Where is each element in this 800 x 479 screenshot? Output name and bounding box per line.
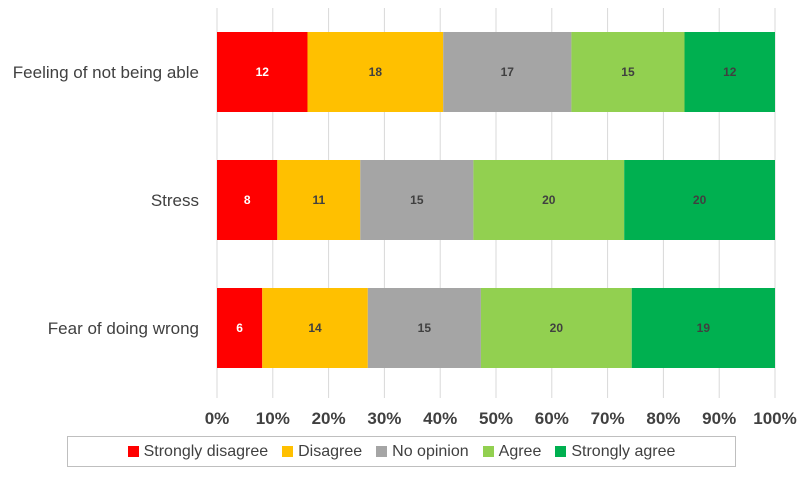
data-label: 20 <box>542 193 556 207</box>
legend-swatch <box>282 446 294 457</box>
data-label: 20 <box>693 193 707 207</box>
category-label: Fear of doing wrong <box>48 319 199 338</box>
legend-swatch <box>376 446 388 457</box>
legend-item: Strongly disagree <box>127 442 269 461</box>
data-label: 14 <box>308 321 322 335</box>
x-tick-label: 30% <box>367 409 401 428</box>
legend: Strongly disagree Disagree No opinion Agree… <box>67 436 736 467</box>
legend-item: Disagree <box>282 443 362 461</box>
bar-segment <box>217 32 308 112</box>
data-label: 18 <box>369 65 383 79</box>
x-tick-label: 60% <box>535 409 569 428</box>
data-label: 12 <box>723 65 737 79</box>
data-label: 11 <box>312 193 325 207</box>
category-label: Stress <box>151 191 199 210</box>
data-label: 17 <box>501 65 515 79</box>
legend-swatch <box>482 446 494 457</box>
bar-segment <box>631 288 775 368</box>
x-tick-label: 40% <box>423 409 457 428</box>
bar-segment <box>480 288 632 368</box>
legend-swatch <box>127 446 139 457</box>
data-label: 20 <box>550 321 564 335</box>
data-label: 15 <box>621 65 635 79</box>
x-axis-ticks: 0% 10% 20% 30% 40% 50% 60% 70% 80% 90% 100% <box>205 409 797 428</box>
x-tick-label: 10% <box>256 409 290 428</box>
bar-segment <box>367 288 481 368</box>
bar-segment <box>443 32 572 112</box>
legend-label: Disagree <box>298 442 363 460</box>
legend-label: Agree <box>498 442 542 460</box>
bars: 12 18 17 15 12 8 11 15 20 20 6 14 15 20 19 <box>217 32 775 368</box>
legend-item: Strongly agree <box>555 443 675 461</box>
bar-segment <box>217 160 278 240</box>
x-tick-label: 100% <box>753 409 796 428</box>
legend-swatch <box>555 446 567 457</box>
legend-label: No opinion <box>392 442 469 460</box>
x-tick-label: 0% <box>205 409 230 428</box>
x-tick-label: 20% <box>312 409 346 428</box>
data-label: 6 <box>236 321 243 335</box>
legend-label: Strongly agree <box>571 442 676 460</box>
bar-segment <box>473 160 625 240</box>
x-tick-label: 80% <box>646 409 680 428</box>
data-label: 8 <box>244 193 251 207</box>
bar-segment <box>360 160 474 240</box>
data-label: 19 <box>697 321 711 335</box>
bar-segment <box>262 288 368 368</box>
x-tick-label: 70% <box>591 409 625 428</box>
category-labels: Feeling of not being able Stress Fear of d… <box>13 63 199 338</box>
data-label: 15 <box>418 321 432 335</box>
bar-segment <box>624 160 775 240</box>
legend-item: Agree <box>482 442 542 461</box>
bar-segment <box>684 32 775 112</box>
x-tick-label: 50% <box>479 409 513 428</box>
bar-segment <box>277 160 361 240</box>
bar-segment <box>217 288 263 368</box>
legend-item: No opinion <box>376 443 469 461</box>
bar-segment <box>571 32 685 112</box>
legend-label: Strongly disagree <box>143 442 269 460</box>
data-label: 12 <box>256 65 270 79</box>
x-tick-label: 90% <box>702 409 736 428</box>
bar-segment <box>307 32 444 112</box>
category-label: Feeling of not being able <box>13 63 199 82</box>
data-label: 15 <box>410 193 424 207</box>
